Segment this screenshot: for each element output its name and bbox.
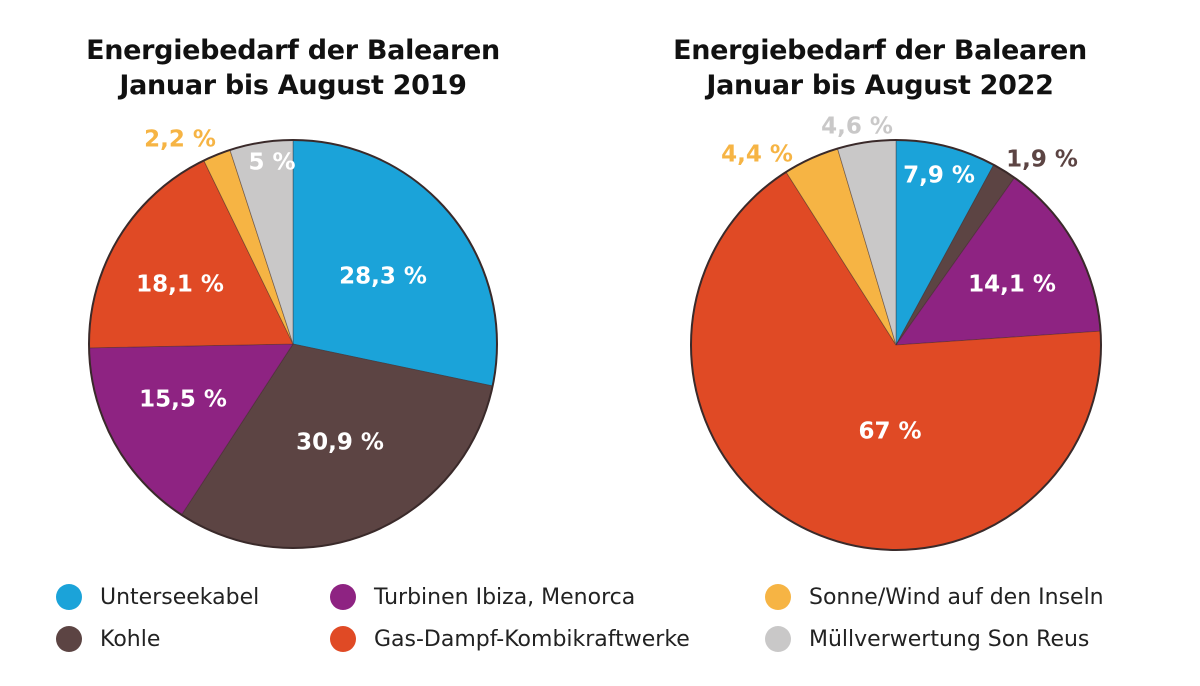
pie-outline [88,139,498,549]
data-label: 28,3 % [339,264,427,290]
data-label: 14,1 % [968,272,1056,298]
chart-title-2022: Energiebedarf der Balearen Januar bis Au… [600,33,1160,103]
data-label: 15,5 % [139,387,227,413]
legend-item: Müllverwertung Son Reus [765,626,1089,652]
legend-label: Turbinen Ibiza, Menorca [374,584,636,610]
legend-swatch [56,584,82,610]
data-label: 67 % [858,419,921,445]
data-label: 4,6 % [821,114,893,140]
data-label: 1,9 % [1006,147,1078,173]
pie-outline [690,139,1102,551]
legend-item: Turbinen Ibiza, Menorca [330,584,635,610]
legend-item: Unterseekabel [56,584,259,610]
title-line: Januar bis August 2022 [706,70,1054,101]
data-label: 4,4 % [721,142,793,168]
legend-item: Kohle [56,626,160,652]
legend-label: Unterseekabel [100,584,260,610]
title-line: Januar bis August 2019 [119,70,467,101]
legend-swatch [330,626,356,652]
legend-item: Gas-Dampf-Kombikraftwerke [330,626,690,652]
data-label: 18,1 % [136,272,224,298]
legend-label: Müllverwertung Son Reus [809,626,1090,652]
chart-title-2019: Energiebedarf der Balearen Januar bis Au… [13,33,573,103]
data-label: 5 % [248,150,295,176]
data-label: 2,2 % [144,127,216,153]
legend-swatch [56,626,82,652]
data-label: 7,9 % [903,163,975,189]
legend-label: Gas-Dampf-Kombikraftwerke [374,626,690,652]
legend-swatch [765,584,791,610]
data-label: 30,9 % [296,430,384,456]
title-line: Energiebedarf der Balearen [673,35,1087,66]
legend-swatch [330,584,356,610]
legend-label: Kohle [100,626,161,652]
legend-item: Sonne/Wind auf den Inseln [765,584,1104,610]
title-line: Energiebedarf der Balearen [86,35,500,66]
legend-swatch [765,626,791,652]
legend-label: Sonne/Wind auf den Inseln [809,584,1104,610]
